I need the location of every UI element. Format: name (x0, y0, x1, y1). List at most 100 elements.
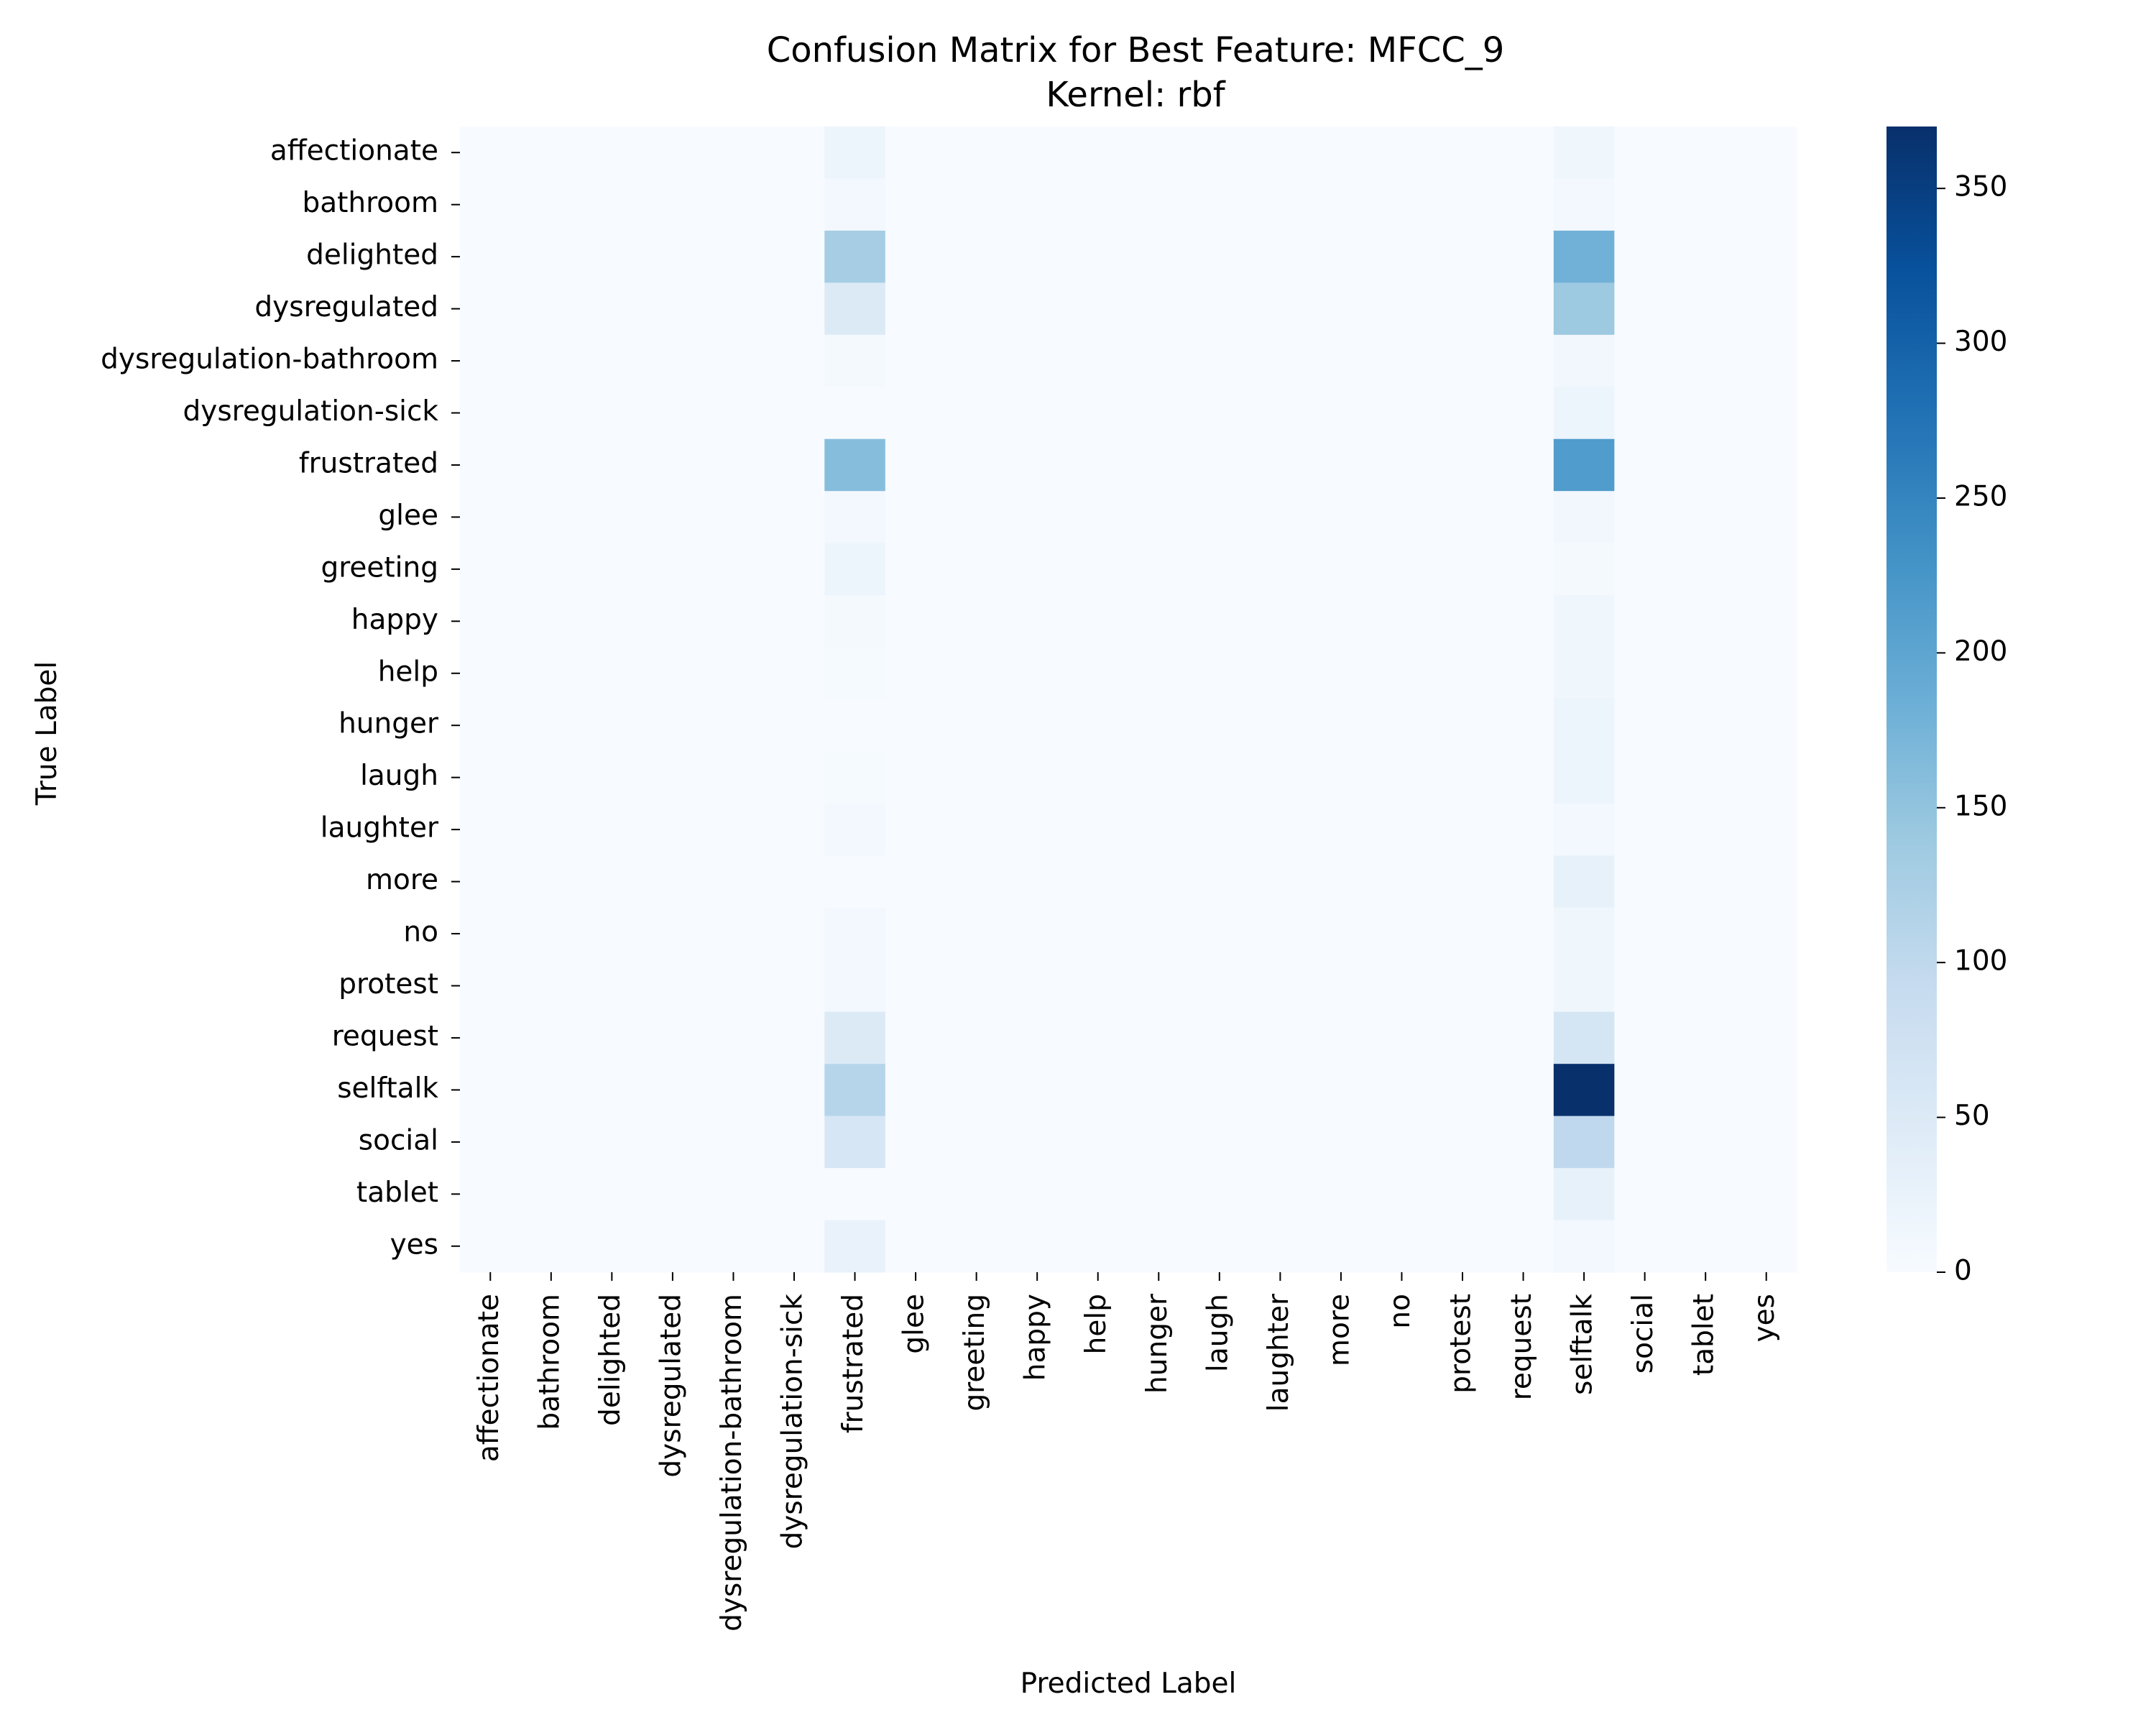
cell-request-protest (1432, 1011, 1493, 1064)
cell-affectionate-yes (1736, 126, 1797, 180)
y-tick-label-hunger: hunger (338, 708, 439, 740)
cell-social-yes (1736, 1116, 1797, 1169)
cell-dysregulated-dysregulation-sick (763, 282, 825, 336)
cell-greeting-bathroom (520, 543, 582, 596)
cell-dysregulation-bathroom-dysregulation-sick (763, 334, 825, 387)
cell-dysregulation-bathroom-tablet (1674, 334, 1737, 387)
cell-hunger-request (1493, 699, 1554, 753)
x-tick-label-hunger: hunger (1141, 1293, 1174, 1394)
cell-help-yes (1736, 647, 1797, 700)
y-tick-label-delighted: delighted (306, 239, 438, 272)
cell-bathroom-yes (1736, 178, 1797, 231)
cell-delighted-more (1310, 230, 1372, 283)
cell-help-happy (1006, 647, 1069, 700)
colorbar-tick-label: 50 (1954, 1100, 1990, 1132)
cell-hunger-frustrated (824, 699, 886, 753)
cell-social-more (1310, 1116, 1372, 1169)
colorbar-tick-label: 150 (1954, 790, 2007, 822)
y-tick-label-greeting: greeting (321, 551, 438, 584)
cell-dysregulation-sick-dysregulation-sick (763, 387, 825, 440)
cell-more-glee (885, 855, 946, 908)
x-tick-label-glee: glee (898, 1294, 931, 1354)
cell-frustrated-help (1067, 438, 1129, 492)
cell-affectionate-laugh (1189, 126, 1250, 180)
cell-delighted-yes (1736, 230, 1797, 283)
cell-delighted-dysregulation-bathroom (703, 230, 765, 283)
cell-frustrated-laugh (1189, 438, 1250, 492)
x-tick-label-request: request (1506, 1294, 1538, 1400)
cell-dysregulated-happy (1006, 282, 1069, 336)
cell-protest-happy (1006, 960, 1069, 1013)
cell-hunger-social (1614, 699, 1676, 753)
cell-laughter-bathroom (520, 803, 582, 856)
cell-yes-glee (885, 1220, 946, 1273)
cell-frustrated-greeting (946, 438, 1008, 492)
cell-delighted-tablet (1674, 230, 1737, 283)
cell-social-social (1614, 1116, 1676, 1169)
cell-affectionate-request (1493, 126, 1554, 180)
cell-dysregulated-social (1614, 282, 1676, 336)
cell-more-delighted (581, 855, 643, 908)
cell-help-glee (885, 647, 946, 700)
cell-laugh-greeting (946, 751, 1008, 804)
cell-yes-hunger (1128, 1220, 1190, 1273)
cell-dysregulated-request (1493, 282, 1554, 336)
cell-frustrated-yes (1736, 438, 1797, 492)
cell-protest-hunger (1128, 960, 1190, 1013)
cell-greeting-social (1614, 543, 1676, 596)
cell-affectionate-tablet (1674, 126, 1737, 180)
cell-bathroom-frustrated (824, 178, 886, 231)
cell-bathroom-affectionate (460, 178, 522, 231)
cell-hunger-laughter (1250, 699, 1312, 753)
cell-dysregulated-greeting (946, 282, 1008, 336)
cell-glee-frustrated (824, 491, 886, 544)
cell-glee-more (1310, 491, 1372, 544)
cell-happy-dysregulation-bathroom (703, 595, 765, 648)
cell-protest-help (1067, 960, 1129, 1013)
cell-affectionate-dysregulation-bathroom (703, 126, 765, 180)
cell-dysregulation-bathroom-help (1067, 334, 1129, 387)
cell-bathroom-selftalk (1553, 178, 1615, 231)
cell-happy-no (1371, 595, 1433, 648)
y-tick-label-glee: glee (378, 500, 438, 532)
cell-delighted-dysregulation-sick (763, 230, 825, 283)
y-tick-label-dysregulation-sick: dysregulation-sick (183, 395, 439, 428)
cell-request-no (1371, 1011, 1433, 1064)
cell-frustrated-affectionate (460, 438, 522, 492)
y-tick-label-help: help (378, 656, 438, 688)
cell-no-laughter (1250, 907, 1312, 960)
cell-request-delighted (581, 1011, 643, 1064)
cell-request-laugh (1189, 1011, 1250, 1064)
y-tick-label-frustrated: frustrated (299, 447, 438, 479)
cell-help-dysregulated (642, 647, 704, 700)
cell-dysregulated-dysregulation-bathroom (703, 282, 765, 336)
cell-laughter-glee (885, 803, 946, 856)
cell-selftalk-tablet (1674, 1064, 1737, 1117)
cell-delighted-hunger (1128, 230, 1190, 283)
cell-happy-social (1614, 595, 1676, 648)
cell-greeting-glee (885, 543, 946, 596)
cell-more-laughter (1250, 855, 1312, 908)
cell-social-selftalk (1553, 1116, 1615, 1169)
cell-protest-request (1493, 960, 1554, 1013)
cell-greeting-frustrated (824, 543, 886, 596)
cell-delighted-request (1493, 230, 1554, 283)
cell-dysregulation-sick-laughter (1250, 387, 1312, 440)
cell-protest-greeting (946, 960, 1008, 1013)
cell-selftalk-more (1310, 1064, 1372, 1117)
chart-subtitle: Kernel: rbf (1046, 75, 1225, 115)
cell-selftalk-delighted (581, 1064, 643, 1117)
cell-laugh-affectionate (460, 751, 522, 804)
cell-dysregulation-sick-request (1493, 387, 1554, 440)
cell-laughter-greeting (946, 803, 1008, 856)
cell-dysregulation-sick-social (1614, 387, 1676, 440)
cell-protest-social (1614, 960, 1676, 1013)
cell-hunger-protest (1432, 699, 1493, 753)
cell-dysregulation-sick-protest (1432, 387, 1493, 440)
cell-no-glee (885, 907, 946, 960)
cell-protest-laugh (1189, 960, 1250, 1013)
cell-no-help (1067, 907, 1129, 960)
x-tick-label-yes: yes (1749, 1294, 1781, 1342)
cell-more-selftalk (1553, 855, 1615, 908)
